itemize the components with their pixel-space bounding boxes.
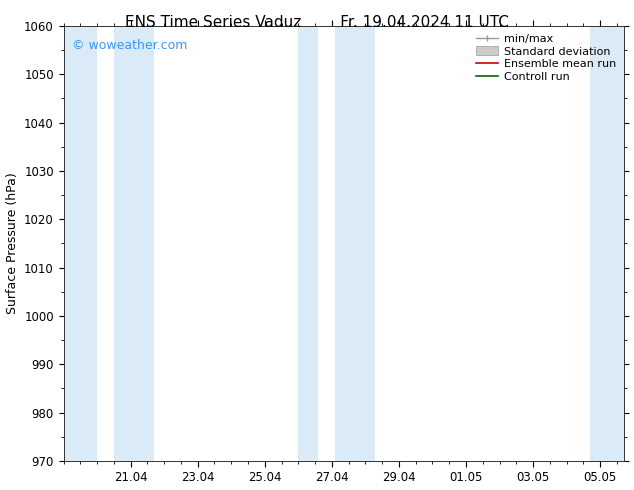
Bar bbox=[299, 26, 318, 461]
Text: ENS Time Series Vaduz        Fr. 19.04.2024 11 UTC: ENS Time Series Vaduz Fr. 19.04.2024 11 … bbox=[125, 15, 509, 30]
Bar bbox=[590, 26, 624, 461]
Y-axis label: Surface Pressure (hPa): Surface Pressure (hPa) bbox=[6, 172, 18, 314]
Legend: min/max, Standard deviation, Ensemble mean run, Controll run: min/max, Standard deviation, Ensemble me… bbox=[474, 31, 618, 85]
Bar bbox=[114, 26, 154, 461]
Bar bbox=[63, 26, 97, 461]
Bar bbox=[335, 26, 375, 461]
Text: © woweather.com: © woweather.com bbox=[72, 39, 188, 52]
